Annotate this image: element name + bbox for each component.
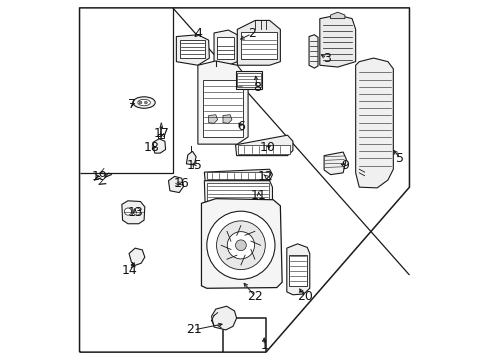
Text: 20: 20: [296, 290, 312, 303]
Circle shape: [139, 101, 142, 104]
Text: 9: 9: [340, 159, 348, 172]
Text: 13: 13: [127, 206, 142, 219]
Circle shape: [144, 101, 147, 104]
Polygon shape: [223, 115, 231, 123]
Text: 17: 17: [154, 127, 170, 140]
Text: 19: 19: [91, 170, 107, 183]
Circle shape: [235, 240, 246, 251]
Polygon shape: [319, 15, 355, 67]
Polygon shape: [208, 115, 217, 123]
Text: 11: 11: [250, 189, 266, 202]
Text: 18: 18: [143, 141, 159, 154]
Circle shape: [124, 208, 131, 215]
Polygon shape: [235, 135, 292, 156]
Bar: [241, 32, 276, 59]
Bar: [235, 71, 262, 89]
Text: 16: 16: [174, 177, 189, 190]
Polygon shape: [168, 176, 183, 193]
Polygon shape: [308, 35, 317, 68]
Polygon shape: [214, 30, 237, 65]
Bar: [289, 255, 306, 286]
Text: 21: 21: [185, 323, 201, 336]
Bar: [180, 40, 204, 58]
Text: 6: 6: [237, 121, 244, 134]
Polygon shape: [355, 58, 392, 188]
Text: 2: 2: [247, 27, 255, 40]
Bar: [237, 73, 260, 87]
Polygon shape: [204, 181, 272, 203]
Text: 4: 4: [194, 27, 202, 40]
Text: 22: 22: [247, 290, 263, 303]
Text: 14: 14: [122, 264, 137, 277]
Bar: [158, 134, 164, 138]
Ellipse shape: [138, 99, 150, 106]
Text: 10: 10: [259, 141, 275, 154]
Polygon shape: [211, 306, 236, 330]
Text: 15: 15: [186, 159, 202, 172]
Text: 7: 7: [127, 98, 135, 111]
Polygon shape: [153, 139, 165, 153]
Polygon shape: [186, 151, 196, 165]
Bar: [203, 80, 242, 137]
Polygon shape: [330, 12, 344, 19]
Text: 8: 8: [252, 81, 261, 94]
Bar: [216, 37, 234, 59]
Polygon shape: [122, 201, 144, 224]
Polygon shape: [237, 21, 280, 65]
Polygon shape: [198, 61, 247, 144]
Bar: [207, 183, 268, 201]
Polygon shape: [201, 199, 282, 288]
Circle shape: [133, 208, 140, 215]
Bar: [206, 172, 268, 179]
Polygon shape: [204, 169, 272, 181]
Polygon shape: [160, 123, 163, 128]
Polygon shape: [129, 248, 144, 265]
Text: 1: 1: [260, 339, 267, 352]
Polygon shape: [324, 152, 346, 175]
Bar: [238, 145, 289, 154]
Polygon shape: [286, 244, 309, 295]
Polygon shape: [176, 35, 209, 65]
Text: 5: 5: [396, 152, 404, 165]
Circle shape: [216, 221, 265, 270]
Text: 12: 12: [258, 170, 273, 183]
Circle shape: [206, 211, 274, 279]
Ellipse shape: [133, 97, 155, 108]
Text: 3: 3: [323, 51, 330, 64]
Circle shape: [227, 231, 254, 259]
